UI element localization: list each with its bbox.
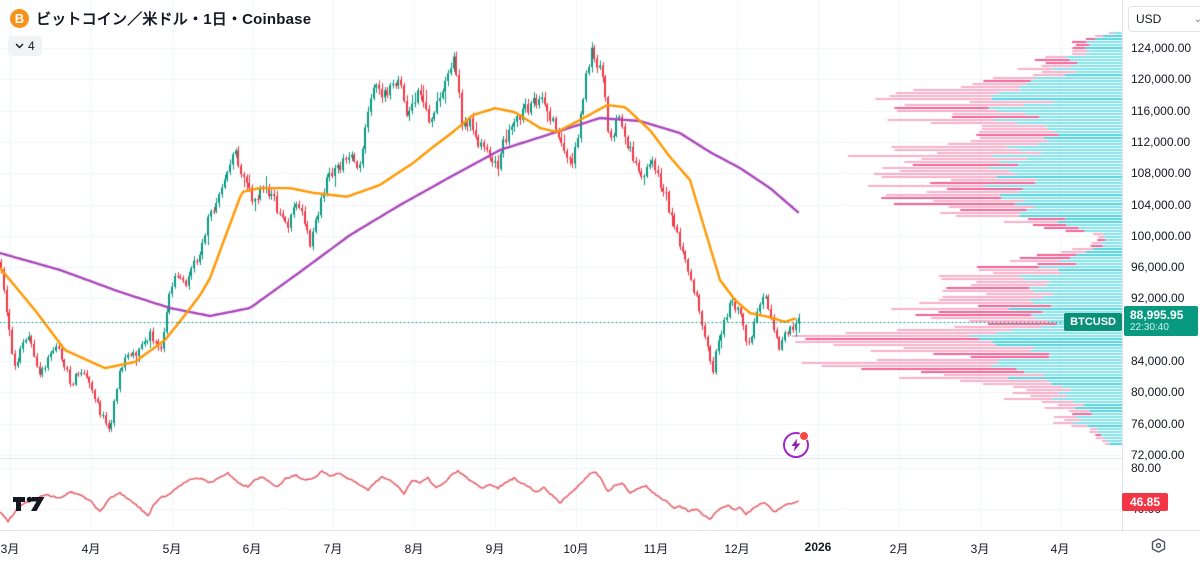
- price-tick-label: 120,000.00: [1131, 72, 1192, 87]
- price-axis[interactable]: USD ⌄ 124,000.00 120,000.00 116,000.00 112,…: [1122, 0, 1200, 530]
- price-tick-label: 124,000.00: [1131, 41, 1192, 55]
- lightning-quick-trade-button[interactable]: [783, 431, 809, 458]
- currency-selector-button[interactable]: USD ⌄: [1128, 6, 1200, 32]
- symbol-price-tag: BTCUSD: [1064, 312, 1122, 331]
- notification-dot: [799, 431, 809, 441]
- price-tick-label: 100,000.00: [1131, 228, 1192, 243]
- time-tick-label: 9月: [485, 542, 505, 556]
- tradingview-logo[interactable]: [12, 492, 48, 516]
- price-tick-label: 116,000.00: [1131, 103, 1191, 118]
- time-tick-label: 2026: [804, 540, 832, 554]
- time-tick-label: 12月: [724, 542, 750, 556]
- time-tick-label: 5月: [162, 542, 182, 556]
- price-tick-label: 108,000.00: [1131, 166, 1192, 181]
- current-price-value: 88,995.95: [1130, 307, 1184, 322]
- chart-legend-header: B ビットコイン／米ドル・1日・Coinbase: [10, 8, 311, 29]
- time-tick-label: 7月: [323, 542, 343, 556]
- symbol-title[interactable]: ビットコイン／米ドル・1日・Coinbase: [36, 11, 312, 28]
- rsi-value-badge: 46.85: [1122, 492, 1169, 511]
- time-tick-label: 3月: [970, 542, 990, 556]
- price-tick-label: 80,000.00: [1131, 385, 1185, 400]
- chevron-down-icon: [15, 43, 24, 49]
- time-tick-label: 6月: [242, 542, 262, 556]
- bar-countdown: 22:30:40: [1130, 321, 1169, 333]
- price-tick-label: 72,000.00: [1131, 448, 1185, 462]
- legend-collapse-button[interactable]: 4: [8, 36, 42, 56]
- time-tick-label: 8月: [404, 542, 424, 556]
- lightning-bolt-icon: [791, 438, 801, 452]
- price-tag-symbol: BTCUSD: [1070, 315, 1116, 328]
- price-tick-label: 92,000.00: [1131, 291, 1185, 306]
- legend-indicator-count: 4: [28, 39, 35, 53]
- time-tick-label: 4月: [81, 542, 101, 556]
- price-tick-label: 76,000.00: [1131, 416, 1185, 431]
- time-tick-label: 2月: [889, 542, 909, 556]
- time-axis[interactable]: 3月 4月 5月 6月 7月 8月 9月 10月 11月 12月 2026 2月 3月 4月: [0, 530, 1200, 563]
- bitcoin-icon: B: [10, 9, 29, 28]
- price-tick-label: 96,000.00: [1131, 260, 1185, 275]
- time-tick-label: 3月: [0, 542, 20, 556]
- price-tick-label: 112,000.00: [1131, 134, 1191, 149]
- chevron-down-icon: ⌄: [1193, 13, 1200, 25]
- time-tick-label: 11月: [643, 542, 669, 556]
- time-axis-settings-gear-icon[interactable]: [1150, 537, 1167, 554]
- currency-label: USD: [1136, 12, 1162, 26]
- indicator-tick-label: 80.00: [1131, 461, 1162, 475]
- current-price-label: 88,995.95 22:30:40: [1124, 305, 1198, 336]
- time-tick-label: 4月: [1050, 542, 1070, 556]
- price-tick-label: 84,000.00: [1131, 354, 1185, 369]
- price-tick-label: 104,000.00: [1131, 197, 1192, 212]
- time-tick-label: 10月: [563, 542, 589, 556]
